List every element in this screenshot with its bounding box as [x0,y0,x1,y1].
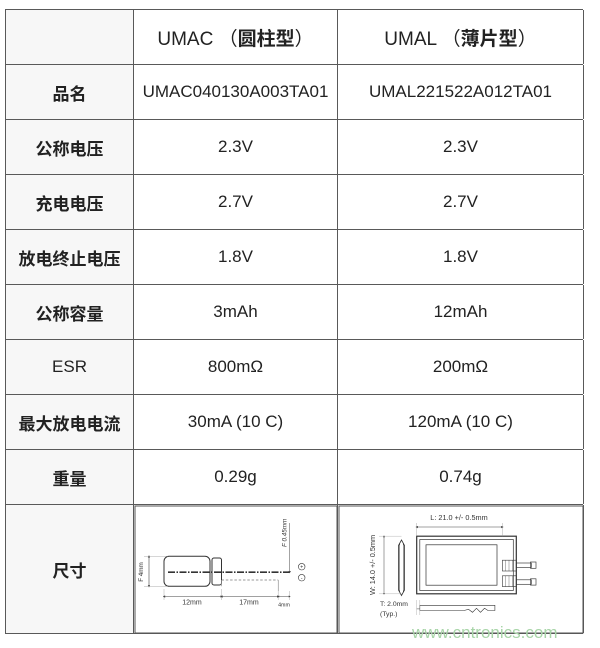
svg-text:17mm: 17mm [239,599,259,606]
svg-text:+: + [300,564,303,570]
svg-text:L: 21.0 +/- 0.5mm: L: 21.0 +/- 0.5mm [430,513,487,522]
svg-text:F 4mm: F 4mm [138,562,145,582]
svg-text:(Typ.): (Typ.) [380,611,397,618]
svg-text:12mm: 12mm [182,599,202,606]
svg-text:4mm: 4mm [278,602,290,608]
svg-text:F 0.45mm: F 0.45mm [281,518,288,546]
svg-text:W: 14.0 +/- 0.5mm: W: 14.0 +/- 0.5mm [368,534,377,594]
svg-text:T: 2.0mm: T: 2.0mm [380,601,408,608]
svg-text:-: - [300,575,302,581]
